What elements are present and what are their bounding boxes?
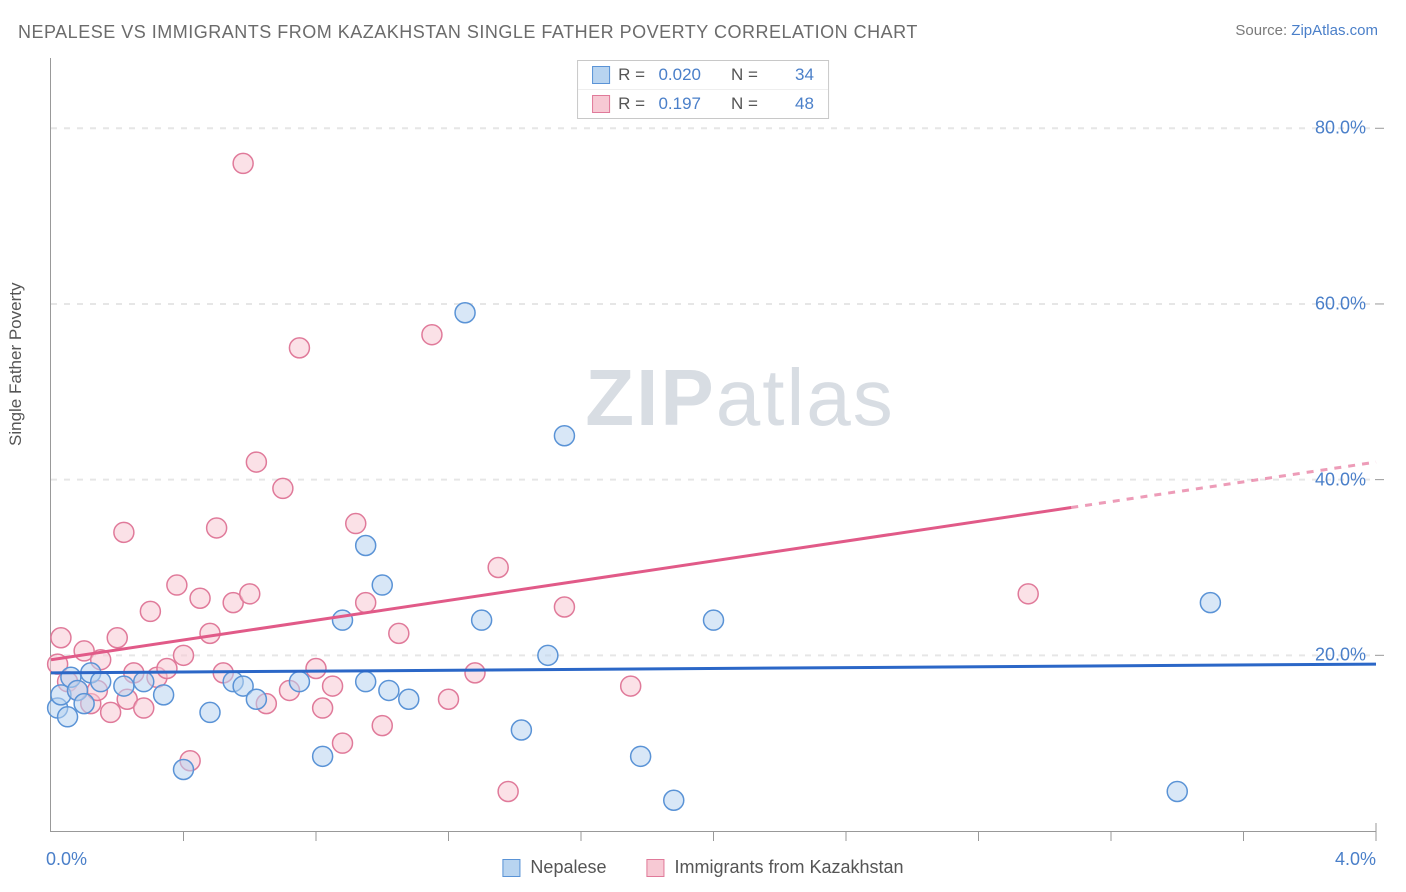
- source-label: Source:: [1235, 22, 1287, 39]
- legend-item: Immigrants from Kazakhstan: [646, 857, 903, 878]
- stat-swatch: [592, 95, 610, 113]
- stat-n-value: 34: [766, 65, 814, 85]
- stat-r-label: R =: [618, 94, 645, 114]
- stat-n-value: 48: [766, 94, 814, 114]
- stat-r-value: 0.020: [653, 65, 701, 85]
- source-attribution: Source: ZipAtlas.com: [1235, 22, 1378, 39]
- legend-label: Immigrants from Kazakhstan: [674, 857, 903, 878]
- stat-row: R = 0.020 N = 34: [578, 61, 828, 89]
- stat-r-value: 0.197: [653, 94, 701, 114]
- legend-swatch: [646, 859, 664, 877]
- x-axis-max-label: 4.0%: [1335, 849, 1376, 870]
- chart-container: { "header": { "title": "NEPALESE VS IMMI…: [0, 0, 1406, 892]
- legend-label: Nepalese: [530, 857, 606, 878]
- y-tick-label: 20.0%: [1315, 645, 1366, 666]
- legend-item: Nepalese: [502, 857, 606, 878]
- stat-n-label: N =: [731, 94, 758, 114]
- x-axis-min-label: 0.0%: [46, 849, 87, 870]
- stat-row: R = 0.197 N = 48: [578, 89, 828, 118]
- y-tick-label: 60.0%: [1315, 293, 1366, 314]
- stat-r-label: R =: [618, 65, 645, 85]
- legend: Nepalese Immigrants from Kazakhstan: [502, 857, 903, 878]
- plot-area: ZIPatlas 20.0%40.0%60.0%80.0%: [50, 58, 1376, 832]
- y-tick-label: 40.0%: [1315, 469, 1366, 490]
- y-axis-title: Single Father Poverty: [6, 283, 26, 446]
- chart-title: NEPALESE VS IMMIGRANTS FROM KAZAKHSTAN S…: [18, 22, 918, 43]
- legend-swatch: [502, 859, 520, 877]
- correlation-stat-box: R = 0.020 N = 34 R = 0.197 N = 48: [577, 60, 829, 119]
- chart-svg: [51, 58, 1376, 831]
- source-link[interactable]: ZipAtlas.com: [1291, 22, 1378, 39]
- stat-swatch: [592, 66, 610, 84]
- stat-n-label: N =: [731, 65, 758, 85]
- y-tick-label: 80.0%: [1315, 118, 1366, 139]
